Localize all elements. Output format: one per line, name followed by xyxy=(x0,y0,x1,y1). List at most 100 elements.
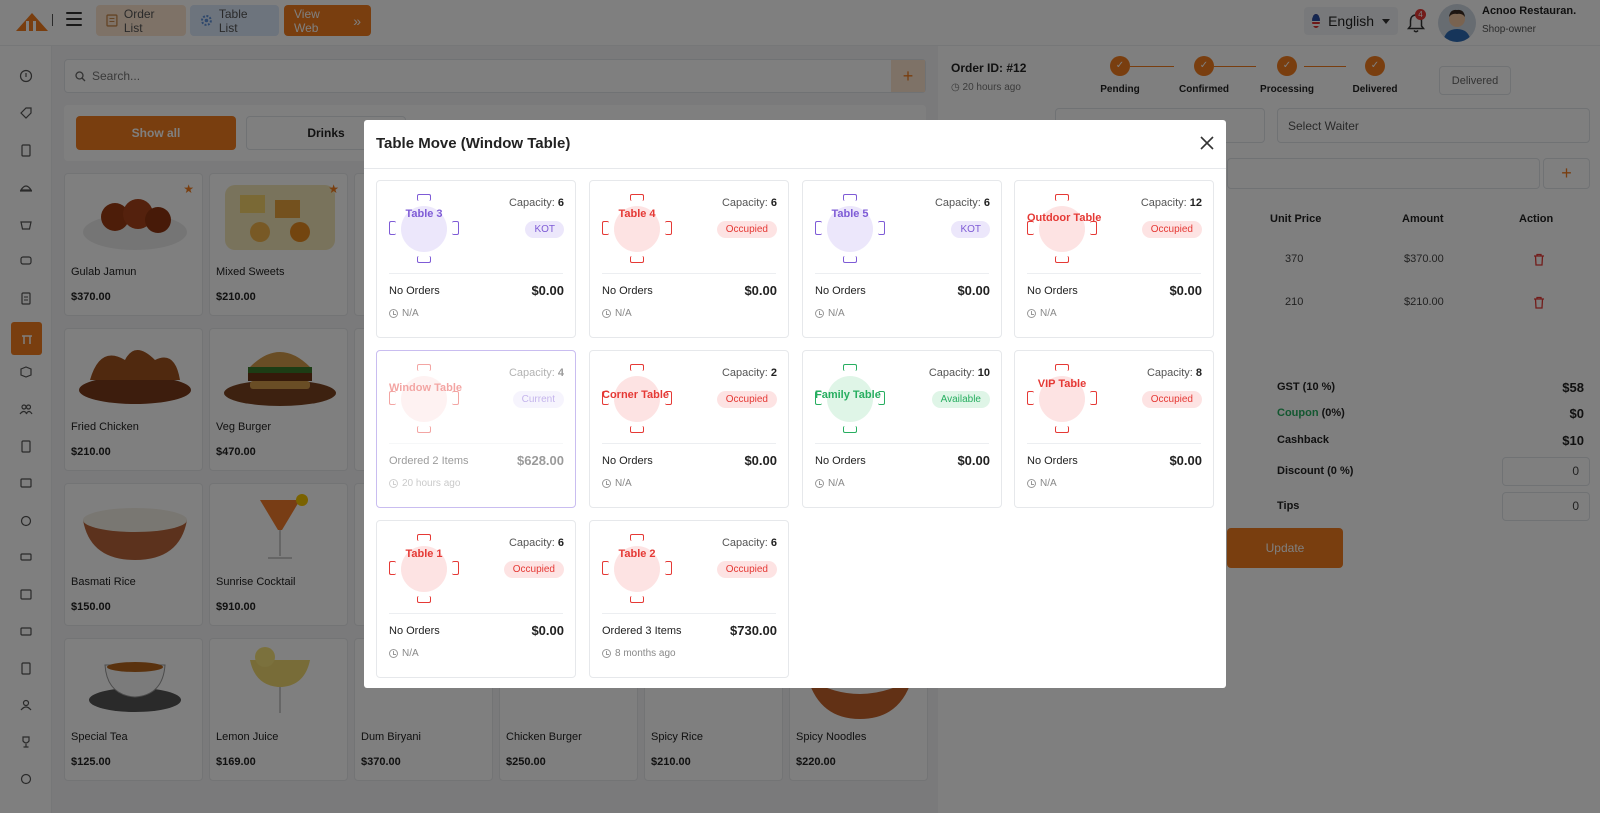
clock-icon xyxy=(389,479,398,488)
table-name: Table 3 xyxy=(405,208,443,220)
capacity-label: Capacity: xyxy=(1146,367,1193,379)
capacity-value: 6 xyxy=(770,537,777,549)
table-card[interactable]: Outdoor Table Capacity: 12 Occupied No O… xyxy=(1014,180,1214,338)
table-name: Outdoor Table xyxy=(1027,212,1102,224)
table-time: 8 months ago xyxy=(602,648,676,659)
divider xyxy=(389,273,563,274)
close-icon[interactable] xyxy=(1198,134,1216,152)
table-time-text: 20 hours ago xyxy=(402,478,461,489)
clock-icon xyxy=(389,649,398,658)
table-time-text: N/A xyxy=(1040,308,1057,319)
status-badge: KOT xyxy=(951,221,990,238)
table-capacity: Capacity: 6 xyxy=(935,197,990,209)
table-time: N/A xyxy=(602,308,632,319)
table-capacity: Capacity: 10 xyxy=(929,367,990,379)
table-time-text: N/A xyxy=(615,478,632,489)
table-name: Family Table xyxy=(815,389,881,401)
table-time: 20 hours ago xyxy=(389,478,460,489)
table-move-modal: Table Move (Window Table) Table 3 Capaci… xyxy=(364,120,1226,688)
capacity-value: 10 xyxy=(977,367,990,379)
table-shape-icon xyxy=(389,533,459,603)
table-orders: No Orders xyxy=(389,285,440,297)
table-card[interactable]: VIP Table Capacity: 8 Occupied No Orders… xyxy=(1014,350,1214,508)
table-time: N/A xyxy=(389,308,419,319)
table-capacity: Capacity: 12 xyxy=(1141,197,1202,209)
table-amount: $0.00 xyxy=(1169,283,1202,298)
table-capacity: Capacity: 6 xyxy=(722,197,777,209)
table-time-text: N/A xyxy=(828,478,845,489)
capacity-label: Capacity: xyxy=(928,367,975,379)
status-badge: Available xyxy=(931,391,990,408)
table-time: N/A xyxy=(815,478,845,489)
capacity-value: 12 xyxy=(1189,197,1202,209)
clock-icon xyxy=(602,479,611,488)
modal-title: Table Move (Window Table) xyxy=(376,135,571,152)
capacity-label: Capacity: xyxy=(721,197,768,209)
table-orders: No Orders xyxy=(389,625,440,637)
divider xyxy=(389,613,563,614)
table-time: N/A xyxy=(389,648,419,659)
divider xyxy=(602,273,776,274)
table-time: N/A xyxy=(815,308,845,319)
capacity-label: Capacity: xyxy=(721,367,768,379)
table-shape-icon xyxy=(389,193,459,263)
modal-header: Table Move (Window Table) xyxy=(364,120,1226,169)
table-capacity: Capacity: 4 xyxy=(509,367,564,379)
capacity-value: 6 xyxy=(557,197,564,209)
status-badge: Occupied xyxy=(1141,391,1202,408)
table-time-text: N/A xyxy=(615,308,632,319)
status-badge: Current xyxy=(512,391,564,408)
capacity-value: 4 xyxy=(557,367,564,379)
table-name: Window Table xyxy=(389,382,463,394)
table-card[interactable]: Family Table Capacity: 10 Available No O… xyxy=(802,350,1002,508)
table-card[interactable]: Corner Table Capacity: 2 Occupied No Ord… xyxy=(589,350,789,508)
table-amount: $730.00 xyxy=(730,623,777,638)
status-badge: Occupied xyxy=(716,391,777,408)
capacity-label: Capacity: xyxy=(1140,197,1187,209)
table-time-text: N/A xyxy=(1040,478,1057,489)
table-orders: No Orders xyxy=(1027,285,1078,297)
table-card[interactable]: Table 2 Capacity: 6 Occupied Ordered 3 I… xyxy=(589,520,789,678)
capacity-label: Capacity: xyxy=(508,197,555,209)
status-badge: Occupied xyxy=(716,561,777,578)
status-badge: Occupied xyxy=(503,561,564,578)
table-amount: $0.00 xyxy=(744,283,777,298)
divider xyxy=(815,273,989,274)
divider xyxy=(389,443,563,444)
table-time: N/A xyxy=(1027,478,1057,489)
table-orders: No Orders xyxy=(1027,455,1078,467)
table-amount: $0.00 xyxy=(957,283,990,298)
capacity-label: Capacity: xyxy=(508,367,555,379)
table-amount: $628.00 xyxy=(517,453,564,468)
clock-icon xyxy=(602,649,611,658)
table-card[interactable]: Table 3 Capacity: 6 KOT No Orders $0.00 … xyxy=(376,180,576,338)
table-time-text: N/A xyxy=(402,308,419,319)
table-card[interactable]: Table 4 Capacity: 6 Occupied No Orders $… xyxy=(589,180,789,338)
status-badge: Occupied xyxy=(716,221,777,238)
clock-icon xyxy=(602,309,611,318)
capacity-label: Capacity: xyxy=(934,197,981,209)
status-badge: KOT xyxy=(525,221,564,238)
table-name: Corner Table xyxy=(602,389,670,401)
table-name: Table 1 xyxy=(405,548,443,560)
divider xyxy=(815,443,989,444)
table-shape-icon xyxy=(602,363,672,433)
table-card[interactable]: Table 1 Capacity: 6 Occupied No Orders $… xyxy=(376,520,576,678)
table-amount: $0.00 xyxy=(1169,453,1202,468)
divider xyxy=(1027,443,1201,444)
table-shape-icon xyxy=(602,193,672,263)
table-capacity: Capacity: 2 xyxy=(722,367,777,379)
clock-icon xyxy=(815,309,824,318)
capacity-label: Capacity: xyxy=(508,537,555,549)
table-name: Table 2 xyxy=(618,548,656,560)
table-amount: $0.00 xyxy=(744,453,777,468)
table-capacity: Capacity: 6 xyxy=(509,197,564,209)
table-shape-icon xyxy=(1027,363,1097,433)
table-orders: Ordered 2 Items xyxy=(389,455,469,467)
table-name: Table 5 xyxy=(831,208,869,220)
table-card-current: Window Table Capacity: 4 Current Ordered… xyxy=(376,350,576,508)
table-orders: No Orders xyxy=(602,455,653,467)
capacity-value: 8 xyxy=(1195,367,1202,379)
capacity-value: 2 xyxy=(770,367,777,379)
table-card[interactable]: Table 5 Capacity: 6 KOT No Orders $0.00 … xyxy=(802,180,1002,338)
